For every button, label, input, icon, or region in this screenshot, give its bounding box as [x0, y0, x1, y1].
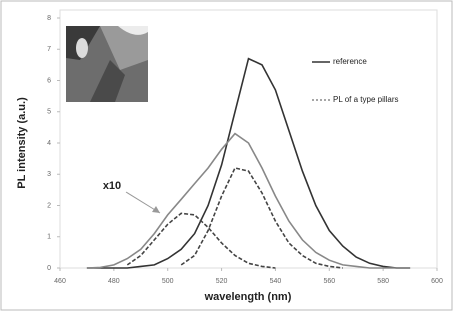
x-tick-label: 480 — [108, 278, 120, 285]
y-tick-label: 6 — [47, 77, 51, 84]
x-axis-label: wavelength (nm) — [204, 291, 292, 303]
x-tick-label: 580 — [377, 278, 389, 285]
chart: PL intensity (a.u.) wavelength (nm) x10 … — [0, 0, 453, 311]
x-tick-label: 520 — [216, 278, 228, 285]
x-tick-label: 560 — [323, 278, 335, 285]
y-tick-label: 2 — [47, 202, 51, 209]
y-axis-label: PL intensity (a.u.) — [16, 97, 28, 189]
inset-image — [66, 26, 148, 102]
x-tick-label: 540 — [270, 278, 282, 285]
legend-label: PL of a type pillars — [333, 95, 399, 104]
y-tick-label: 5 — [47, 109, 51, 116]
annotation: x10 — [103, 180, 121, 192]
y-tick-label: 0 — [47, 265, 51, 272]
y-tick-label: 8 — [47, 15, 51, 22]
y-tick-label: 1 — [47, 234, 51, 241]
y-tick-label: 4 — [47, 140, 51, 147]
x-tick-label: 460 — [54, 278, 66, 285]
x-tick-label: 600 — [431, 278, 443, 285]
y-tick-label: 7 — [47, 46, 51, 53]
y-tick-label: 3 — [47, 171, 51, 178]
legend-label: reference — [333, 57, 367, 66]
x-tick-label: 500 — [162, 278, 174, 285]
